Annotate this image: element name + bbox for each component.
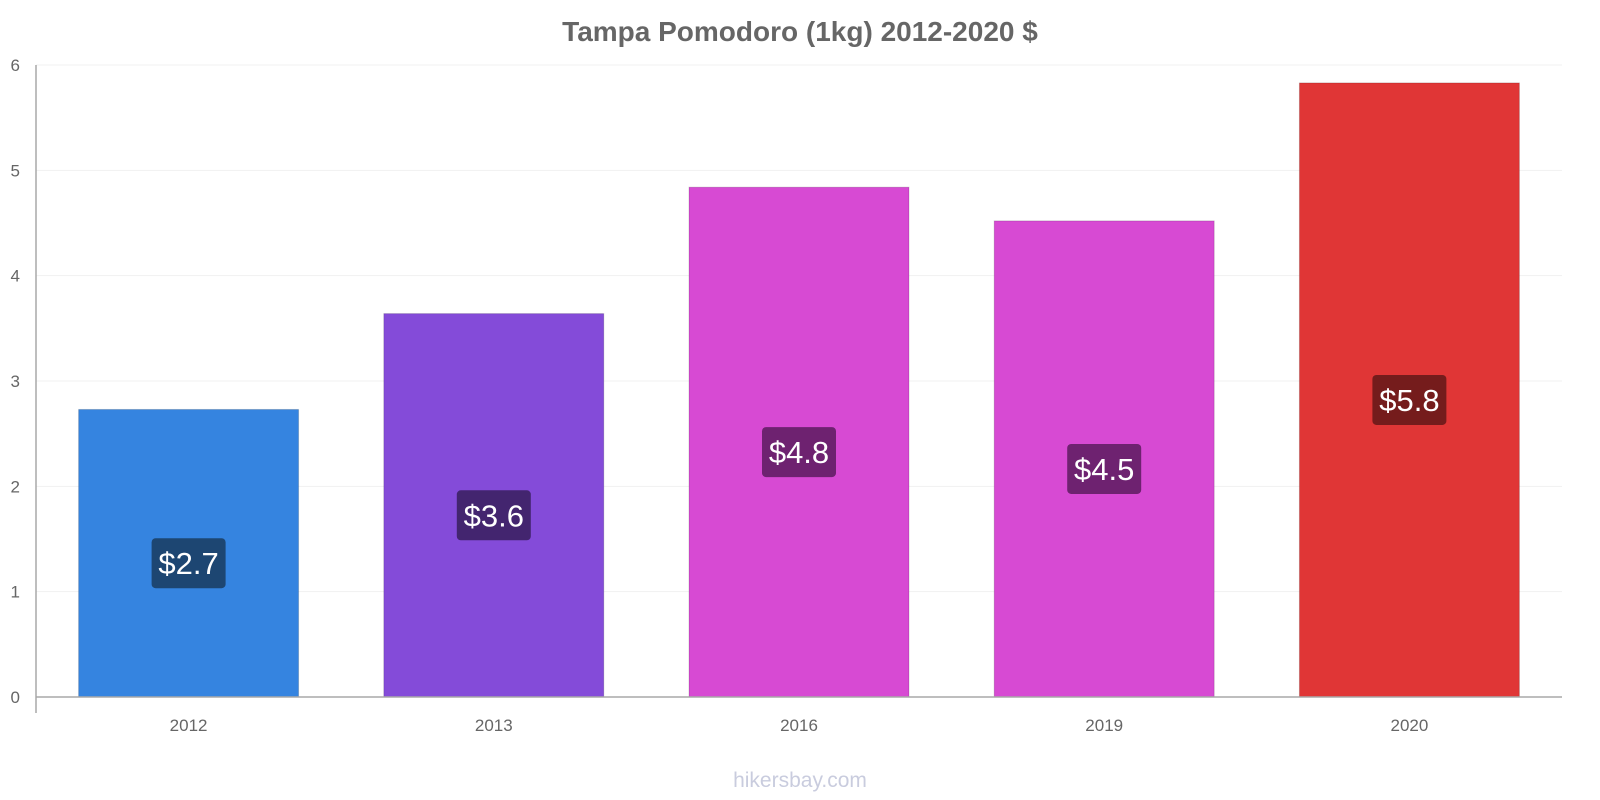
bar [78, 408, 300, 698]
chart-title: Tampa Pomodoro (1kg) 2012-2020 $ [562, 16, 1038, 47]
data-label: $3.6 [464, 498, 524, 533]
x-tick-label: 2013 [475, 716, 513, 735]
data-label: $2.7 [158, 546, 218, 581]
data-label-background [1067, 443, 1142, 494]
y-tick-label: 2 [11, 477, 20, 496]
data-label-background [151, 538, 226, 589]
y-tick-label: 5 [11, 161, 20, 180]
data-label-background [456, 490, 531, 541]
x-tick-label: 2012 [170, 716, 208, 735]
y-tick-label: 4 [11, 267, 20, 286]
y-tick-label: 6 [11, 56, 20, 75]
data-label: $4.8 [769, 435, 829, 470]
data-label-background [762, 427, 836, 478]
watermark: hikersbay.com [733, 769, 867, 792]
y-tick-label: 3 [11, 372, 20, 391]
x-tick-label: 2020 [1390, 716, 1428, 735]
y-tick-label: 1 [11, 583, 20, 602]
data-label: $5.8 [1379, 383, 1439, 418]
data-label-background [1372, 374, 1447, 425]
y-tick-label: 0 [11, 688, 20, 707]
x-tick-label: 2016 [780, 716, 818, 735]
data-label: $4.5 [1074, 452, 1134, 487]
x-tick-label: 2019 [1085, 716, 1123, 735]
